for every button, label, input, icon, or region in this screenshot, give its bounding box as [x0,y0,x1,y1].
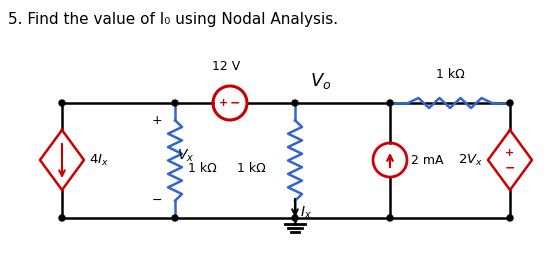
Circle shape [59,215,65,221]
Text: $V_o$: $V_o$ [310,71,331,91]
Text: +: + [505,148,515,158]
Text: 1 kΩ: 1 kΩ [237,162,266,175]
Circle shape [387,100,393,106]
Text: −: − [505,161,515,174]
Text: $V_x$: $V_x$ [177,147,195,164]
Text: −: − [230,97,240,110]
Text: +: + [151,115,162,128]
Circle shape [172,100,178,106]
Text: $2 V_x$: $2 V_x$ [458,152,483,168]
Text: $4 I_x$: $4 I_x$ [89,152,109,168]
Circle shape [292,100,298,106]
Text: 5. Find the value of I₀ using Nodal Analysis.: 5. Find the value of I₀ using Nodal Anal… [8,12,338,27]
Text: 2 mA: 2 mA [411,153,443,166]
Circle shape [507,215,513,221]
Text: −: − [151,193,162,206]
Circle shape [387,215,393,221]
Text: 1 kΩ: 1 kΩ [435,68,465,81]
Text: 1 kΩ: 1 kΩ [188,162,217,175]
Circle shape [292,215,298,221]
Text: 12 V: 12 V [212,60,240,73]
Text: +: + [219,98,229,108]
Circle shape [507,100,513,106]
Circle shape [172,215,178,221]
Text: $I_x$: $I_x$ [300,205,312,221]
Circle shape [59,100,65,106]
